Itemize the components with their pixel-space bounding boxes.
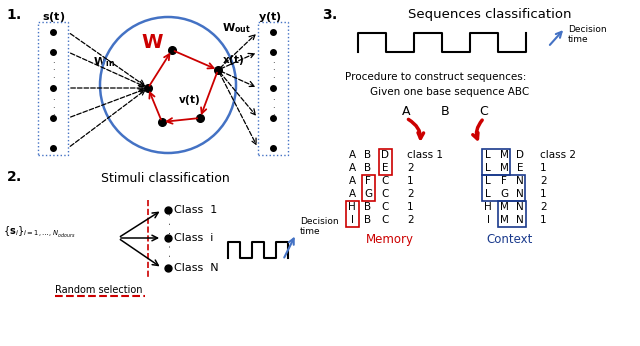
Text: $\mathbf{3.}$: $\mathbf{3.}$ [322,8,337,22]
Text: C: C [381,176,388,186]
Text: F: F [501,176,507,186]
Text: Sequences classification: Sequences classification [408,8,572,21]
Text: B: B [364,150,372,160]
Text: class 2: class 2 [540,150,576,160]
Text: $\mathbf{x(t)}$: $\mathbf{x(t)}$ [222,53,244,67]
Text: D: D [516,150,524,160]
Text: 1: 1 [540,163,547,173]
Text: C: C [381,202,388,212]
Text: 2: 2 [407,189,413,199]
Text: Decision
time: Decision time [300,217,339,236]
Text: Procedure to construct sequences:: Procedure to construct sequences: [345,72,526,82]
Text: G: G [500,189,508,199]
Text: A: A [348,150,356,160]
Text: 1: 1 [407,176,413,186]
Text: class 1: class 1 [407,150,443,160]
Text: 1: 1 [407,202,413,212]
Text: I: I [486,215,490,225]
Text: A: A [402,105,410,118]
Text: Random selection: Random selection [55,285,143,295]
Text: 2: 2 [407,215,413,225]
Text: N: N [516,189,524,199]
Text: L: L [485,189,491,199]
Bar [362,175,374,201]
Bar [346,201,358,227]
Text: A: A [348,176,356,186]
Bar [482,175,525,201]
Text: Memory: Memory [366,233,414,246]
Text: $\mathbf{W_{out}}$: $\mathbf{W_{out}}$ [221,21,250,35]
Text: $\mathbf{2.}$: $\mathbf{2.}$ [6,170,22,184]
Text: N: N [516,202,524,212]
Text: N: N [516,215,524,225]
Text: Class  i: Class i [174,233,213,243]
Text: Stimuli classification: Stimuli classification [100,172,229,185]
Text: L: L [485,150,491,160]
Text: G: G [364,189,372,199]
Text: A: A [348,163,356,173]
Text: M: M [500,150,508,160]
Text: .
.
.: . . . [272,93,275,117]
Text: $\mathbf{1.}$: $\mathbf{1.}$ [6,8,22,22]
Text: C: C [381,215,388,225]
Text: .
.
.: . . . [272,56,275,80]
Text: B: B [364,202,372,212]
Text: .  .  .: . . . [163,212,173,234]
Text: I: I [351,215,353,225]
Text: B: B [364,163,372,173]
Text: H: H [484,202,492,212]
Text: M: M [500,215,508,225]
Bar [258,22,288,155]
Bar [498,201,526,227]
Text: .  .  .: . . . [163,244,173,266]
Text: A: A [348,189,356,199]
Text: L: L [485,163,491,173]
Text: $\mathbf{W}$: $\mathbf{W}$ [141,33,163,52]
Text: B: B [364,215,372,225]
Text: $\{{\bf s}_i\}_{i=1,\ldots,N_{odours}}$: $\{{\bf s}_i\}_{i=1,\ldots,N_{odours}}$ [3,225,76,239]
Text: Class  1: Class 1 [174,205,217,215]
Text: Context: Context [487,233,533,246]
Text: 1: 1 [540,215,547,225]
Bar [482,149,510,175]
Text: 1: 1 [540,189,547,199]
Text: E: E [516,163,524,173]
Text: 2: 2 [407,163,413,173]
Text: Class  N: Class N [174,263,219,273]
Text: M: M [500,163,508,173]
Text: Given one base sequence ABC: Given one base sequence ABC [370,87,529,97]
Text: D: D [381,150,389,160]
Text: B: B [441,105,449,118]
Text: N: N [516,176,524,186]
Text: $\mathbf{s(t)}$: $\mathbf{s(t)}$ [42,10,65,24]
Bar [378,149,392,175]
Text: C: C [479,105,488,118]
Text: E: E [381,163,388,173]
Text: .
.
.: . . . [52,93,54,117]
Bar [38,22,68,155]
Text: $\mathbf{W_{in}}$: $\mathbf{W_{in}}$ [93,55,115,69]
Text: $\mathbf{y(t)}$: $\mathbf{y(t)}$ [258,10,282,24]
Text: $\mathbf{v(t)}$: $\mathbf{v(t)}$ [178,93,200,107]
Text: L: L [485,176,491,186]
Text: .
.
.: . . . [52,56,54,80]
Text: C: C [381,189,388,199]
Text: 2: 2 [540,176,547,186]
Text: 2: 2 [540,202,547,212]
Text: Decision
time: Decision time [568,25,607,44]
Text: H: H [348,202,356,212]
Text: M: M [500,202,508,212]
Text: F: F [365,176,371,186]
